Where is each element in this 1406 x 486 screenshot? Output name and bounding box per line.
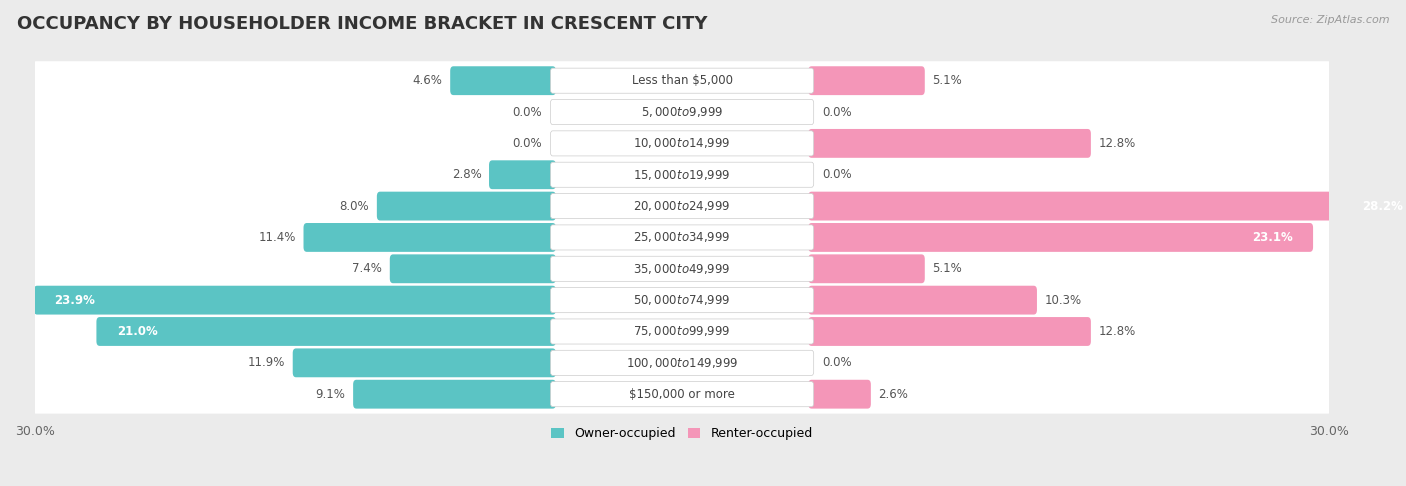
Text: 5.1%: 5.1% bbox=[932, 74, 962, 87]
FancyBboxPatch shape bbox=[32, 375, 1331, 414]
FancyBboxPatch shape bbox=[551, 68, 814, 93]
Text: 0.0%: 0.0% bbox=[512, 137, 541, 150]
FancyBboxPatch shape bbox=[353, 380, 555, 409]
Text: 10.3%: 10.3% bbox=[1045, 294, 1081, 307]
Text: 4.6%: 4.6% bbox=[413, 74, 443, 87]
FancyBboxPatch shape bbox=[489, 160, 555, 189]
Text: 8.0%: 8.0% bbox=[340, 200, 370, 212]
FancyBboxPatch shape bbox=[450, 66, 555, 95]
FancyBboxPatch shape bbox=[551, 288, 814, 312]
FancyBboxPatch shape bbox=[808, 380, 870, 409]
Text: 0.0%: 0.0% bbox=[823, 168, 852, 181]
FancyBboxPatch shape bbox=[32, 312, 1331, 351]
Text: 2.6%: 2.6% bbox=[879, 388, 908, 400]
Text: $10,000 to $14,999: $10,000 to $14,999 bbox=[633, 137, 731, 150]
FancyBboxPatch shape bbox=[808, 254, 925, 283]
FancyBboxPatch shape bbox=[808, 129, 1091, 158]
Text: 23.9%: 23.9% bbox=[55, 294, 96, 307]
FancyBboxPatch shape bbox=[551, 131, 814, 156]
FancyBboxPatch shape bbox=[389, 254, 555, 283]
FancyBboxPatch shape bbox=[808, 286, 1038, 314]
FancyBboxPatch shape bbox=[808, 317, 1091, 346]
Text: 0.0%: 0.0% bbox=[823, 356, 852, 369]
Text: $15,000 to $19,999: $15,000 to $19,999 bbox=[633, 168, 731, 182]
FancyBboxPatch shape bbox=[808, 191, 1406, 221]
Text: $20,000 to $24,999: $20,000 to $24,999 bbox=[633, 199, 731, 213]
FancyBboxPatch shape bbox=[34, 286, 555, 314]
Text: $150,000 or more: $150,000 or more bbox=[628, 388, 735, 400]
FancyBboxPatch shape bbox=[292, 348, 555, 377]
FancyBboxPatch shape bbox=[551, 100, 814, 124]
Text: 28.2%: 28.2% bbox=[1362, 200, 1403, 212]
FancyBboxPatch shape bbox=[377, 191, 555, 221]
FancyBboxPatch shape bbox=[551, 256, 814, 281]
FancyBboxPatch shape bbox=[32, 344, 1331, 382]
Legend: Owner-occupied, Renter-occupied: Owner-occupied, Renter-occupied bbox=[547, 422, 818, 446]
Text: Less than $5,000: Less than $5,000 bbox=[631, 74, 733, 87]
FancyBboxPatch shape bbox=[32, 249, 1331, 288]
FancyBboxPatch shape bbox=[32, 281, 1331, 320]
FancyBboxPatch shape bbox=[808, 223, 1313, 252]
Text: 21.0%: 21.0% bbox=[117, 325, 157, 338]
Text: 0.0%: 0.0% bbox=[823, 105, 852, 119]
Text: $100,000 to $149,999: $100,000 to $149,999 bbox=[626, 356, 738, 370]
Text: 0.0%: 0.0% bbox=[512, 105, 541, 119]
Text: $75,000 to $99,999: $75,000 to $99,999 bbox=[633, 325, 731, 338]
Text: $5,000 to $9,999: $5,000 to $9,999 bbox=[641, 105, 723, 119]
Text: Source: ZipAtlas.com: Source: ZipAtlas.com bbox=[1271, 15, 1389, 25]
Text: 11.9%: 11.9% bbox=[247, 356, 285, 369]
Text: OCCUPANCY BY HOUSEHOLDER INCOME BRACKET IN CRESCENT CITY: OCCUPANCY BY HOUSEHOLDER INCOME BRACKET … bbox=[17, 15, 707, 33]
FancyBboxPatch shape bbox=[304, 223, 555, 252]
FancyBboxPatch shape bbox=[97, 317, 555, 346]
Text: 11.4%: 11.4% bbox=[259, 231, 295, 244]
FancyBboxPatch shape bbox=[551, 382, 814, 407]
FancyBboxPatch shape bbox=[551, 350, 814, 375]
Text: 9.1%: 9.1% bbox=[316, 388, 346, 400]
FancyBboxPatch shape bbox=[32, 218, 1331, 257]
Text: 5.1%: 5.1% bbox=[932, 262, 962, 275]
Text: $35,000 to $49,999: $35,000 to $49,999 bbox=[633, 262, 731, 276]
Text: 23.1%: 23.1% bbox=[1251, 231, 1292, 244]
FancyBboxPatch shape bbox=[32, 124, 1331, 163]
FancyBboxPatch shape bbox=[32, 93, 1331, 132]
Text: 12.8%: 12.8% bbox=[1098, 325, 1136, 338]
FancyBboxPatch shape bbox=[32, 187, 1331, 226]
FancyBboxPatch shape bbox=[32, 61, 1331, 100]
FancyBboxPatch shape bbox=[32, 156, 1331, 194]
Text: $25,000 to $34,999: $25,000 to $34,999 bbox=[633, 230, 731, 244]
FancyBboxPatch shape bbox=[551, 225, 814, 250]
Text: 12.8%: 12.8% bbox=[1098, 137, 1136, 150]
Text: 2.8%: 2.8% bbox=[451, 168, 481, 181]
FancyBboxPatch shape bbox=[551, 319, 814, 344]
FancyBboxPatch shape bbox=[551, 162, 814, 187]
FancyBboxPatch shape bbox=[808, 66, 925, 95]
Text: $50,000 to $74,999: $50,000 to $74,999 bbox=[633, 293, 731, 307]
Text: 7.4%: 7.4% bbox=[353, 262, 382, 275]
FancyBboxPatch shape bbox=[551, 193, 814, 219]
